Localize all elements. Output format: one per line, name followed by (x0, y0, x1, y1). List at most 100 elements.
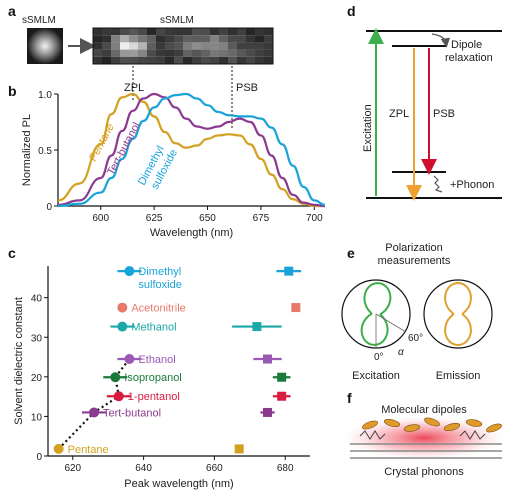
spectral-pixel (264, 49, 273, 57)
polarization-title-line2: measurements (378, 255, 451, 267)
angle-0-label: 0° (374, 352, 384, 363)
dipole-ellipse (362, 420, 378, 430)
spectral-pixel (219, 42, 228, 50)
spectral-pixel (111, 35, 120, 43)
spectral-pixel (201, 49, 210, 57)
x-tick-label: 700 (306, 213, 323, 224)
panel-e-label: e (347, 245, 355, 261)
spectral-pixel (120, 56, 129, 64)
polarization-title-line1: Polarization (385, 242, 442, 254)
y-tick-label: 0.5 (38, 146, 52, 157)
y-tick-label: 1.0 (38, 90, 52, 101)
emission-caption: Emission (436, 370, 481, 382)
spectral-pixel (219, 56, 228, 64)
spectral-pixel (120, 28, 129, 36)
spectral-pixel (210, 28, 219, 36)
spectral-pixel (228, 42, 237, 50)
spectral-pixel (138, 28, 147, 36)
solvent-label: Dimethyl (138, 266, 181, 278)
spectral-pixel (93, 56, 102, 64)
psb-point (277, 391, 287, 401)
spectral-pixel (111, 28, 120, 36)
x-tick-label: 620 (64, 463, 81, 474)
spectral-pixel (174, 35, 183, 43)
spectral-pixel (156, 56, 165, 64)
excitation-caption: Excitation (352, 370, 400, 382)
zpl-point (53, 443, 64, 454)
spectral-image (92, 27, 274, 65)
relaxation-label: relaxation (445, 52, 493, 64)
spectral-pixel (165, 49, 174, 57)
x-tick-label: 625 (146, 213, 163, 224)
energy-diagram (366, 28, 502, 201)
dielectric-scatter-chart: 620 640 660 680 0 10 20 30 40 Peak wavelength (nm… (13, 266, 310, 490)
y-tick-label: 30 (31, 333, 43, 344)
spectral-pixel (210, 35, 219, 43)
psb-label: PSB (236, 82, 258, 94)
spectral-pixel (183, 28, 192, 36)
spectral-pixel (156, 49, 165, 57)
spectral-pixel (138, 56, 147, 64)
zpl-point (117, 302, 128, 313)
spectral-pixel (120, 35, 129, 43)
spectral-pixel (246, 42, 255, 50)
y-tick-label: 0 (36, 452, 42, 463)
emission-polar-plot (423, 279, 493, 349)
spectral-pixel (156, 42, 165, 50)
y-tick-label: 20 (31, 373, 43, 384)
series-line (57, 92, 325, 208)
spectral-pixel (174, 42, 183, 50)
panel-c-label: c (8, 245, 16, 261)
spectral-pixel (255, 49, 264, 57)
spectral-pixel (102, 56, 111, 64)
panel-b-label: b (8, 83, 17, 99)
spectral-pixel (201, 42, 210, 50)
dipole-ellipse (403, 424, 421, 432)
spectral-pixel (219, 28, 228, 36)
spectral-pixel (147, 28, 156, 36)
solvent-label: 1-pentanol (128, 391, 180, 403)
spectral-pixel (201, 56, 210, 64)
spectral-pixel (138, 42, 147, 50)
zpl-point (113, 391, 124, 402)
zpl-point (117, 321, 128, 332)
solvent-label: Methanol (131, 322, 176, 334)
psb-point (234, 444, 244, 454)
spectral-pixel (192, 56, 201, 64)
spectral-pixel (111, 56, 120, 64)
spectral-pixel (147, 42, 156, 50)
psb-diagram-label: PSB (433, 108, 455, 120)
spectral-pixel (246, 28, 255, 36)
psb-point (252, 322, 262, 332)
spectral-pixel (237, 49, 246, 57)
spectral-pixel (120, 49, 129, 57)
spectral-pixel (102, 28, 111, 36)
spectral-pixel (228, 56, 237, 64)
spectral-pixel (255, 28, 264, 36)
spectral-pixel (264, 35, 273, 43)
spectral-pixel (147, 49, 156, 57)
panel-d-label: d (347, 3, 356, 19)
spectral-pixel (183, 42, 192, 50)
spectral-pixel (138, 35, 147, 43)
single-molecule-image (27, 28, 63, 64)
spectral-pixel (237, 42, 246, 50)
solvent-label: Isopropanol (124, 372, 181, 384)
spectral-pixel (129, 28, 138, 36)
spectral-pixel (264, 28, 273, 36)
zpl-point (89, 407, 100, 418)
solvent-label: sulfoxide (138, 279, 181, 291)
spectral-pixel (174, 56, 183, 64)
dipole-ellipse (383, 418, 401, 428)
zpl-diagram-label: ZPL (389, 108, 409, 120)
spectral-pixel (174, 49, 183, 57)
spectral-pixel (111, 42, 120, 50)
spectral-pixel (228, 35, 237, 43)
spectral-pixel (102, 35, 111, 43)
zpl-point (124, 266, 135, 277)
spectral-pixel (255, 35, 264, 43)
sSMLM-left-caption: sSMLM (22, 15, 56, 26)
dipole-label: Dipole (451, 39, 482, 51)
spectral-pixel (210, 49, 219, 57)
